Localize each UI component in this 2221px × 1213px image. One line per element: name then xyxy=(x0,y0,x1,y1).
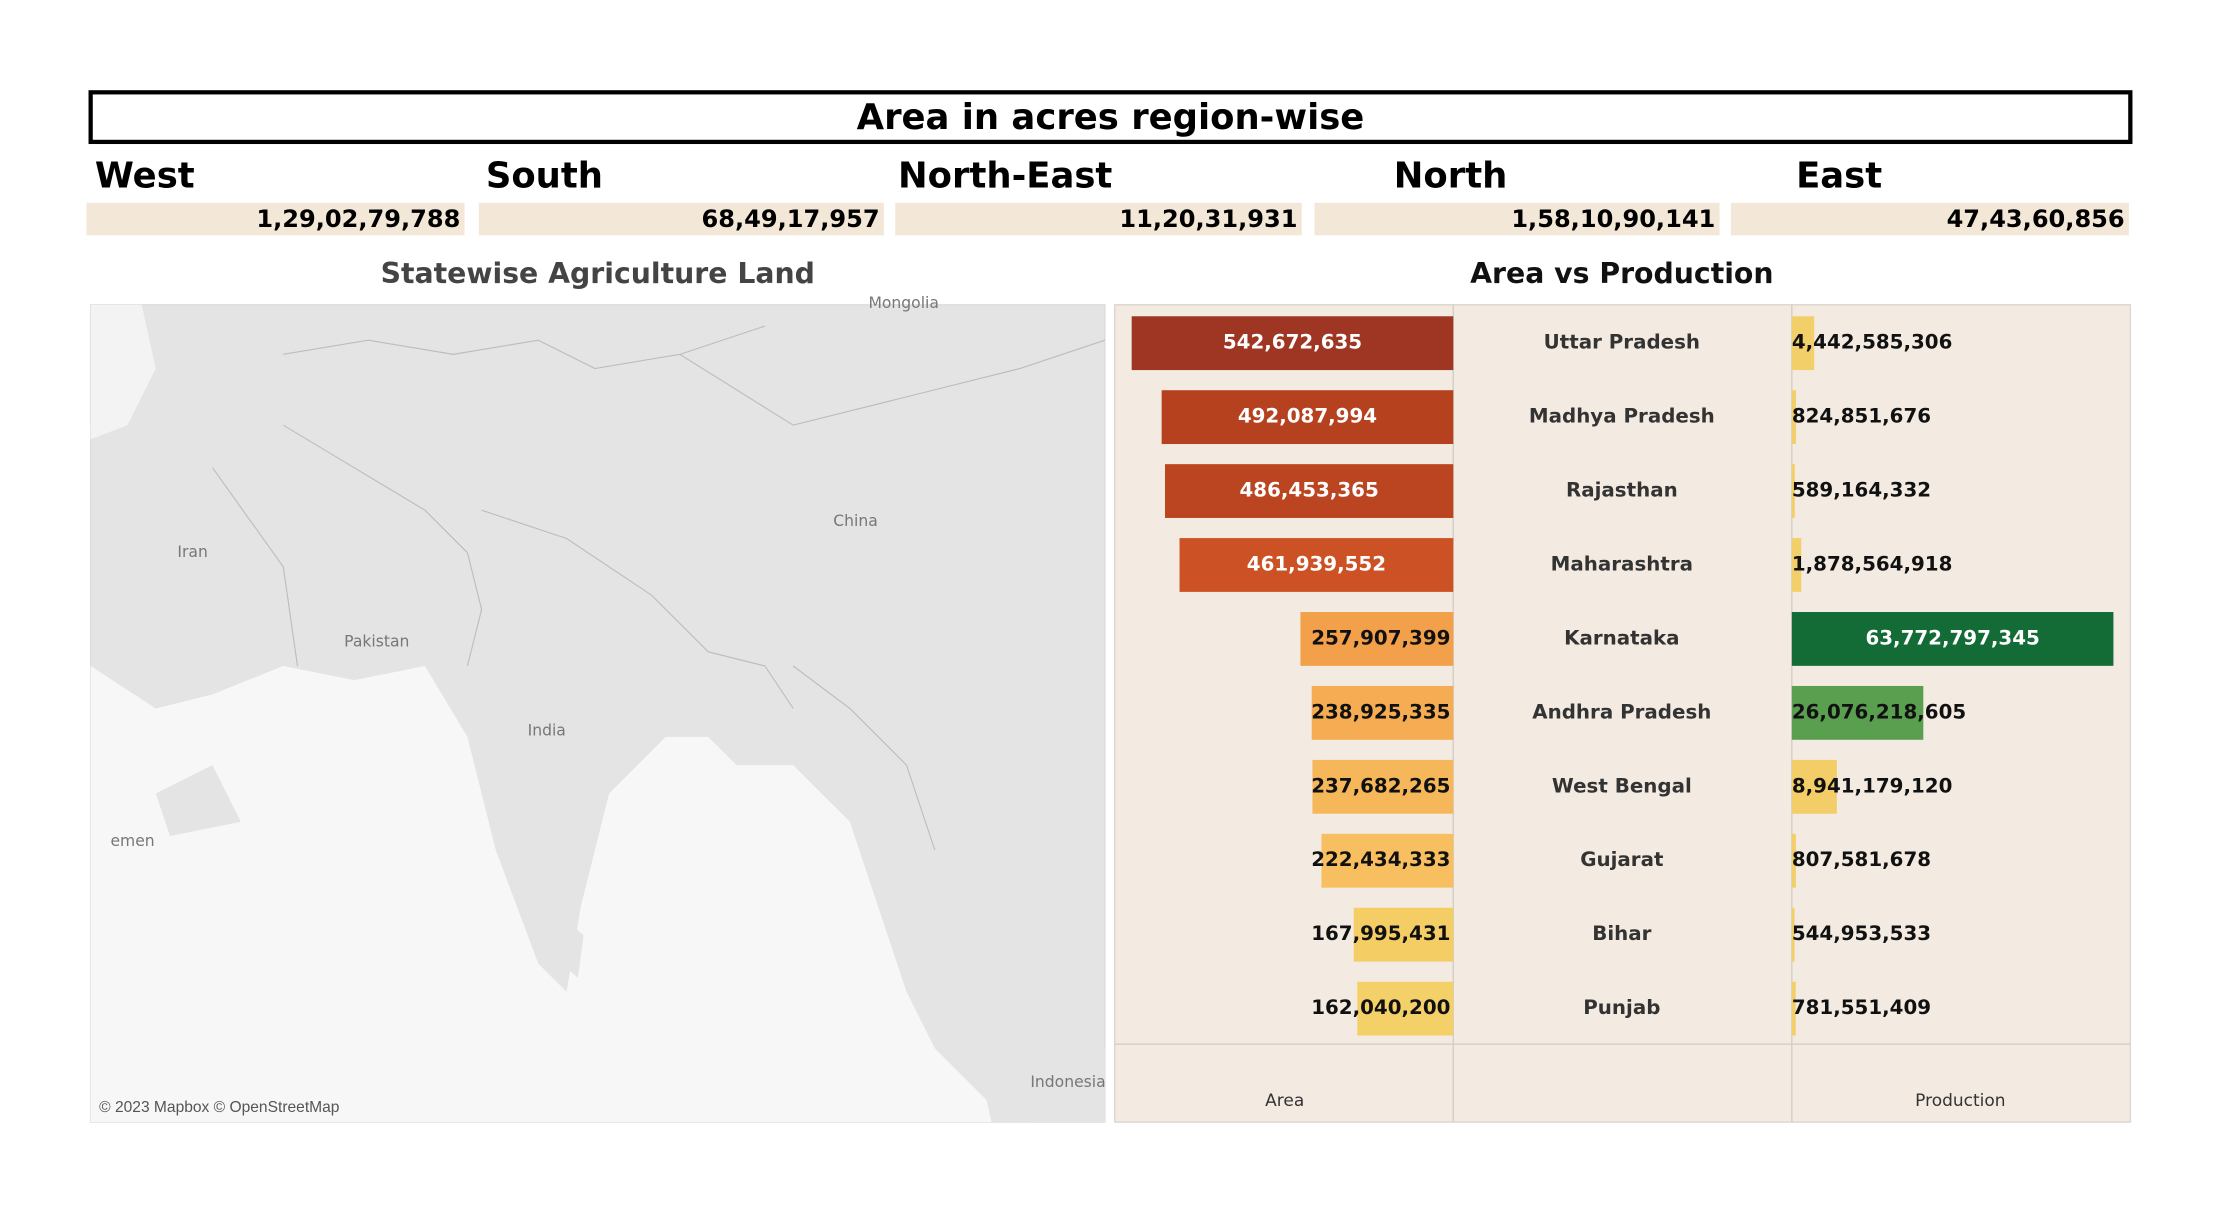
bar-value-label: 26,076,218,605 xyxy=(1792,700,1966,723)
map-sea xyxy=(90,304,156,440)
bar xyxy=(1791,685,1924,740)
bar xyxy=(1791,612,2114,666)
bar xyxy=(1164,464,1454,518)
map-border xyxy=(792,665,936,851)
bar xyxy=(1791,464,1795,518)
bar-value-label: 238,925,335 xyxy=(1311,700,1450,723)
region-value-box xyxy=(1314,202,1720,236)
category-label: Maharashtra xyxy=(1551,552,1693,575)
bar xyxy=(1311,685,1454,740)
region-name: East xyxy=(1796,155,1882,196)
map-label: Indonesia xyxy=(1030,1073,1105,1091)
bar-value-label: 589,164,332 xyxy=(1792,479,1931,502)
dashboard-title: Area in acres region-wise xyxy=(857,97,1365,138)
region-value-box xyxy=(478,202,884,236)
map-label: Mongolia xyxy=(868,294,938,312)
map-border xyxy=(679,339,1106,426)
category-label: Andhra Pradesh xyxy=(1532,700,1711,723)
bar-value-label: 1,878,564,918 xyxy=(1792,552,1953,575)
bar-value-label: 63,772,797,345 xyxy=(1865,626,2039,649)
map-border xyxy=(282,424,483,667)
region-name: West xyxy=(95,155,195,196)
region-value: 1,29,02,79,788 xyxy=(256,205,460,233)
region-tiles: West 1,29,02,79,788 South 68,49,17,957 North… xyxy=(86,155,2129,236)
bar-value-label: 461,939,552 xyxy=(1247,552,1386,575)
bar-chart: Uttar Pradesh Madhya Pradesh Rajasthan Maha… xyxy=(1114,304,2132,1123)
map-attribution: © 2023 Mapbox © OpenStreetMap xyxy=(99,1099,340,1116)
bar-value-label: 4,442,585,306 xyxy=(1792,331,1953,354)
bar xyxy=(1791,538,1802,592)
bar xyxy=(1791,833,1796,888)
map-border xyxy=(212,467,299,667)
region-value: 47,43,60,856 xyxy=(1947,205,2125,233)
map-borders xyxy=(212,325,1106,851)
map-island xyxy=(963,963,1105,1123)
map-label: China xyxy=(833,512,878,530)
bar-value-label: 542,672,635 xyxy=(1223,331,1362,354)
series-axis-label: Production xyxy=(1915,1091,2005,1111)
map-label: emen xyxy=(110,832,154,850)
category-label: Gujarat xyxy=(1580,848,1664,871)
region-value: 11,20,31,931 xyxy=(1119,205,1297,233)
bar xyxy=(1353,907,1454,962)
category-label: West Bengal xyxy=(1552,774,1692,797)
region-value-box xyxy=(86,202,465,236)
region-name: North-East xyxy=(898,155,1112,196)
bar xyxy=(1791,981,1796,1036)
bar-value-label: 781,551,409 xyxy=(1792,996,1931,1019)
bar xyxy=(1131,316,1454,371)
category-label: Bihar xyxy=(1592,922,1651,945)
map-label: Iran xyxy=(177,543,207,561)
map-border xyxy=(481,509,794,709)
map-label: Pakistan xyxy=(344,632,409,650)
map-labels: Iran Pakistan China India emen Indonesia Mongo… xyxy=(110,294,1105,1091)
bar-value-label: 162,040,200 xyxy=(1311,996,1450,1019)
category-label: Karnataka xyxy=(1564,626,1679,649)
bar-value-label: 544,953,533 xyxy=(1792,922,1931,945)
map-land-patch xyxy=(155,765,241,836)
bar xyxy=(1161,390,1454,445)
category-label: Uttar Pradesh xyxy=(1544,331,1700,354)
map-sea xyxy=(90,665,1035,1123)
category-label: Madhya Pradesh xyxy=(1529,405,1715,428)
bar-value-label: 257,907,399 xyxy=(1311,626,1450,649)
bar xyxy=(1357,981,1454,1036)
region-value-box xyxy=(1730,202,2129,236)
bar xyxy=(1791,316,1815,371)
map: Iran Pakistan China India emen Indonesia Mongo… xyxy=(89,294,1106,1123)
bar xyxy=(1791,390,1796,445)
region-name: North xyxy=(1394,155,1508,196)
bar-value-label: 222,434,333 xyxy=(1311,848,1450,871)
category-label: Punjab xyxy=(1583,996,1660,1019)
series-axis-label: Area xyxy=(1265,1091,1304,1111)
bar xyxy=(1300,612,1454,666)
category-label: Rajasthan xyxy=(1566,479,1678,502)
region-value: 1,58,10,90,141 xyxy=(1511,205,1715,233)
bar-value-label: 807,581,678 xyxy=(1792,848,1931,871)
bar-value-label: 492,087,994 xyxy=(1238,405,1377,428)
bar-value-label: 8,941,179,120 xyxy=(1792,774,1953,797)
bar xyxy=(1312,759,1454,814)
region-name: South xyxy=(486,155,603,196)
map-island xyxy=(560,920,584,978)
bar xyxy=(1791,907,1795,962)
chart-title: Area vs Production xyxy=(1470,257,1773,290)
bar xyxy=(1791,759,1837,814)
bar-value-label: 237,682,265 xyxy=(1311,774,1450,797)
title-box xyxy=(88,90,2133,145)
bar xyxy=(1179,538,1454,592)
bar-value-label: 824,851,676 xyxy=(1792,405,1931,428)
bar-value-label: 167,995,431 xyxy=(1311,922,1450,945)
map-label: India xyxy=(528,722,566,740)
bar-value-label: 486,453,365 xyxy=(1240,479,1379,502)
map-title: Statewise Agriculture Land xyxy=(381,257,815,290)
region-value: 68,49,17,957 xyxy=(702,205,880,233)
bar xyxy=(1321,833,1454,888)
region-value-box xyxy=(895,202,1302,236)
